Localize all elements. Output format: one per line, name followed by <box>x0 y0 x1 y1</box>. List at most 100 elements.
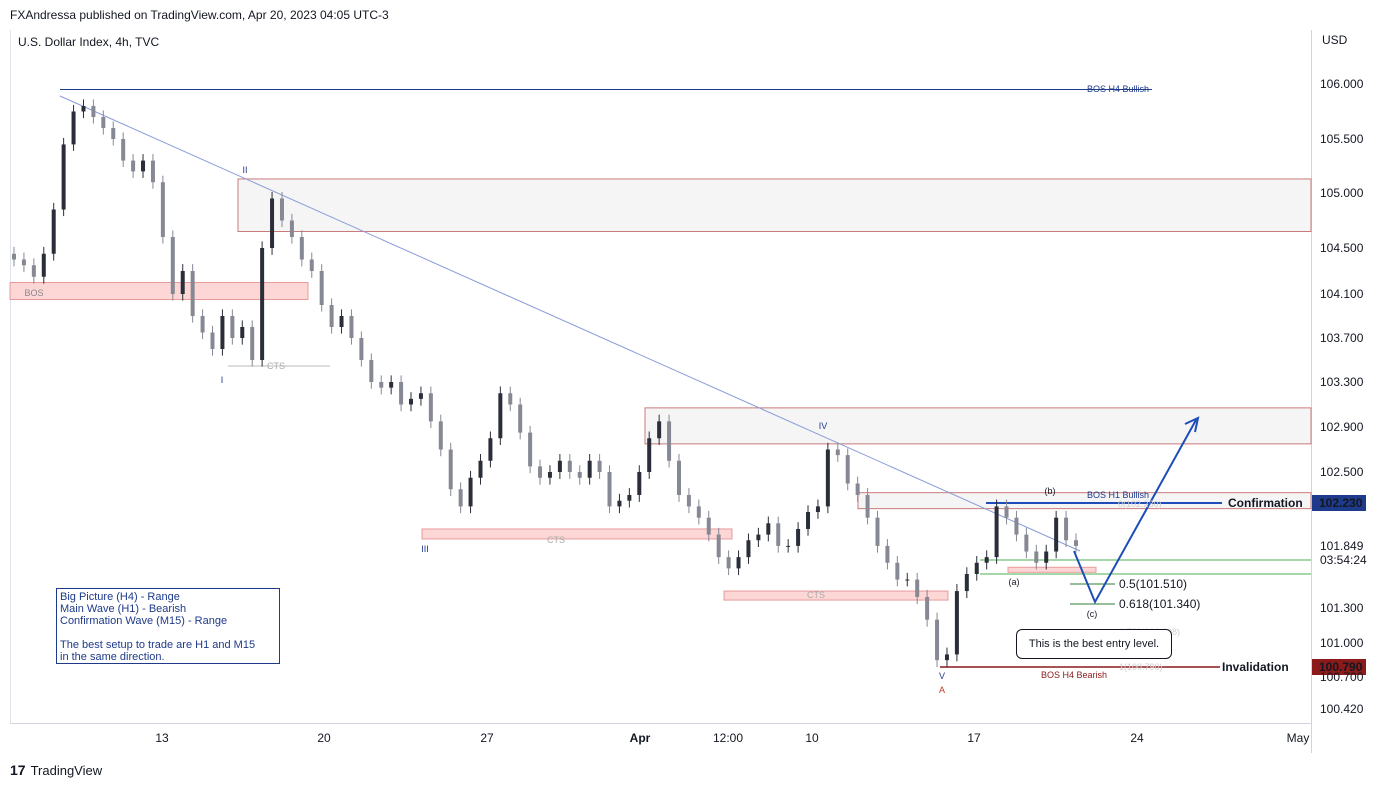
entry-callout[interactable]: This is the best entry level. <box>1016 629 1172 659</box>
candle-body <box>776 523 781 546</box>
zone-label: BOS H1 Bullish <box>1087 490 1149 500</box>
candle-body <box>637 472 642 495</box>
price-tick-label: 103.700 <box>1320 331 1364 345</box>
price-tick-label: 105.000 <box>1320 186 1364 200</box>
candle-body <box>786 545 791 547</box>
candle-body <box>994 506 999 558</box>
wave-label: IV <box>819 421 828 431</box>
zone-label: CTS <box>267 361 285 371</box>
candle-body <box>399 382 404 405</box>
time-tick-label: 17 <box>967 731 981 745</box>
candle-body <box>756 534 761 541</box>
zone-label: BOS <box>24 288 43 298</box>
candle-body <box>845 455 850 484</box>
price-tick-label: 104.100 <box>1320 287 1364 301</box>
candle-body <box>667 421 672 461</box>
wave-label: (a) <box>1009 577 1020 587</box>
confirmation-price-text: 102.230 <box>1319 496 1363 510</box>
time-tick-label: May <box>1287 731 1310 745</box>
tradingview-logo-icon: 17 <box>10 762 26 778</box>
candle-body <box>865 494 870 518</box>
candle-body <box>627 494 632 501</box>
candle-body <box>706 517 711 535</box>
candle-body <box>557 460 562 472</box>
faded-fib-label: 0(102.230) <box>1118 499 1162 509</box>
candle-body <box>210 332 215 349</box>
candle-body <box>448 449 453 490</box>
zone-label: BOS H4 Bearish <box>1041 670 1107 680</box>
invalidation-label: Invalidation <box>1222 660 1289 674</box>
candle-body <box>587 460 592 478</box>
zone-label: BOS H4 Bullish <box>1087 84 1149 94</box>
candle-body <box>329 305 334 327</box>
candle-body <box>1034 551 1039 563</box>
candle-body <box>12 253 16 260</box>
info-line: The best setup to trade are H1 and M15 <box>60 639 256 651</box>
candle-body <box>379 382 384 388</box>
candle-body <box>488 438 493 461</box>
chart-zones <box>9 178 1312 601</box>
candle-body <box>597 460 602 472</box>
cts-zone-1 <box>421 528 733 540</box>
invalidation-price-text: 100.790 <box>1319 660 1363 674</box>
zone-label: CTS <box>807 590 825 600</box>
invalidation-price-tag <box>1312 659 1366 675</box>
info-line: Confirmation Wave (M15) - Range <box>60 615 228 627</box>
candle-body <box>657 421 662 439</box>
price-tick-label: 102.900 <box>1320 420 1364 434</box>
time-tick-label: 20 <box>317 731 331 745</box>
candle-body <box>250 327 255 360</box>
price-tick-label: 105.500 <box>1320 132 1364 146</box>
candle-body <box>91 106 96 117</box>
chart-lines <box>59 89 1311 668</box>
candle-body <box>895 562 900 580</box>
candle-body <box>349 316 354 338</box>
chart-pane[interactable] <box>10 30 1311 723</box>
analysis-info-box[interactable]: Big Picture (H4) - Range Main Wave (H1) … <box>56 588 280 664</box>
candle-body <box>81 106 86 112</box>
candle-body <box>339 316 344 327</box>
candle-body <box>389 382 394 388</box>
candle-body <box>1064 517 1069 541</box>
candle-body <box>607 472 612 507</box>
time-tick-label: 10 <box>805 731 819 745</box>
time-tick-label: Apr <box>630 731 651 745</box>
footer-brand[interactable]: 17 TradingView <box>10 762 102 778</box>
faded-fib-label: 1(100.790) <box>1119 662 1163 672</box>
candle-body <box>796 528 801 546</box>
candle-body <box>101 117 106 128</box>
candles <box>12 99 1078 667</box>
candle-body <box>954 591 959 655</box>
candle-body <box>230 316 235 338</box>
info-line <box>60 627 276 639</box>
price-tick-label: 102.500 <box>1320 465 1364 479</box>
price-tick-label: 100.420 <box>1320 702 1364 716</box>
time-tick-label: 12:00 <box>713 731 743 745</box>
candle-body <box>974 562 979 574</box>
candle-body <box>746 540 751 558</box>
candle-body <box>220 316 225 349</box>
candle-body <box>875 517 880 546</box>
candle-body <box>815 506 820 513</box>
candle-body <box>478 460 483 478</box>
candle-body <box>240 327 245 338</box>
symbol-title[interactable]: U.S. Dollar Index, 4h, TVC <box>18 35 160 49</box>
candle-body <box>726 557 731 569</box>
wave-label: (b) <box>1045 486 1056 496</box>
wave-label: (c) <box>1087 609 1098 619</box>
candle-body <box>141 160 146 172</box>
candle-body <box>528 432 533 467</box>
entry-zone <box>1007 566 1097 573</box>
info-line: Big Picture (H4) - Range <box>60 591 180 603</box>
price-tick-label: 101.000 <box>1320 636 1364 650</box>
projection-path <box>1073 419 1197 605</box>
candle-body <box>279 198 284 221</box>
candle-body <box>1044 551 1049 563</box>
publish-info: FXAndressa published on TradingView.com,… <box>10 8 389 22</box>
candle-body <box>41 253 46 277</box>
candle-body <box>21 259 26 266</box>
candle-body <box>289 220 294 237</box>
candle-body <box>180 271 185 294</box>
candle-body <box>915 579 920 597</box>
